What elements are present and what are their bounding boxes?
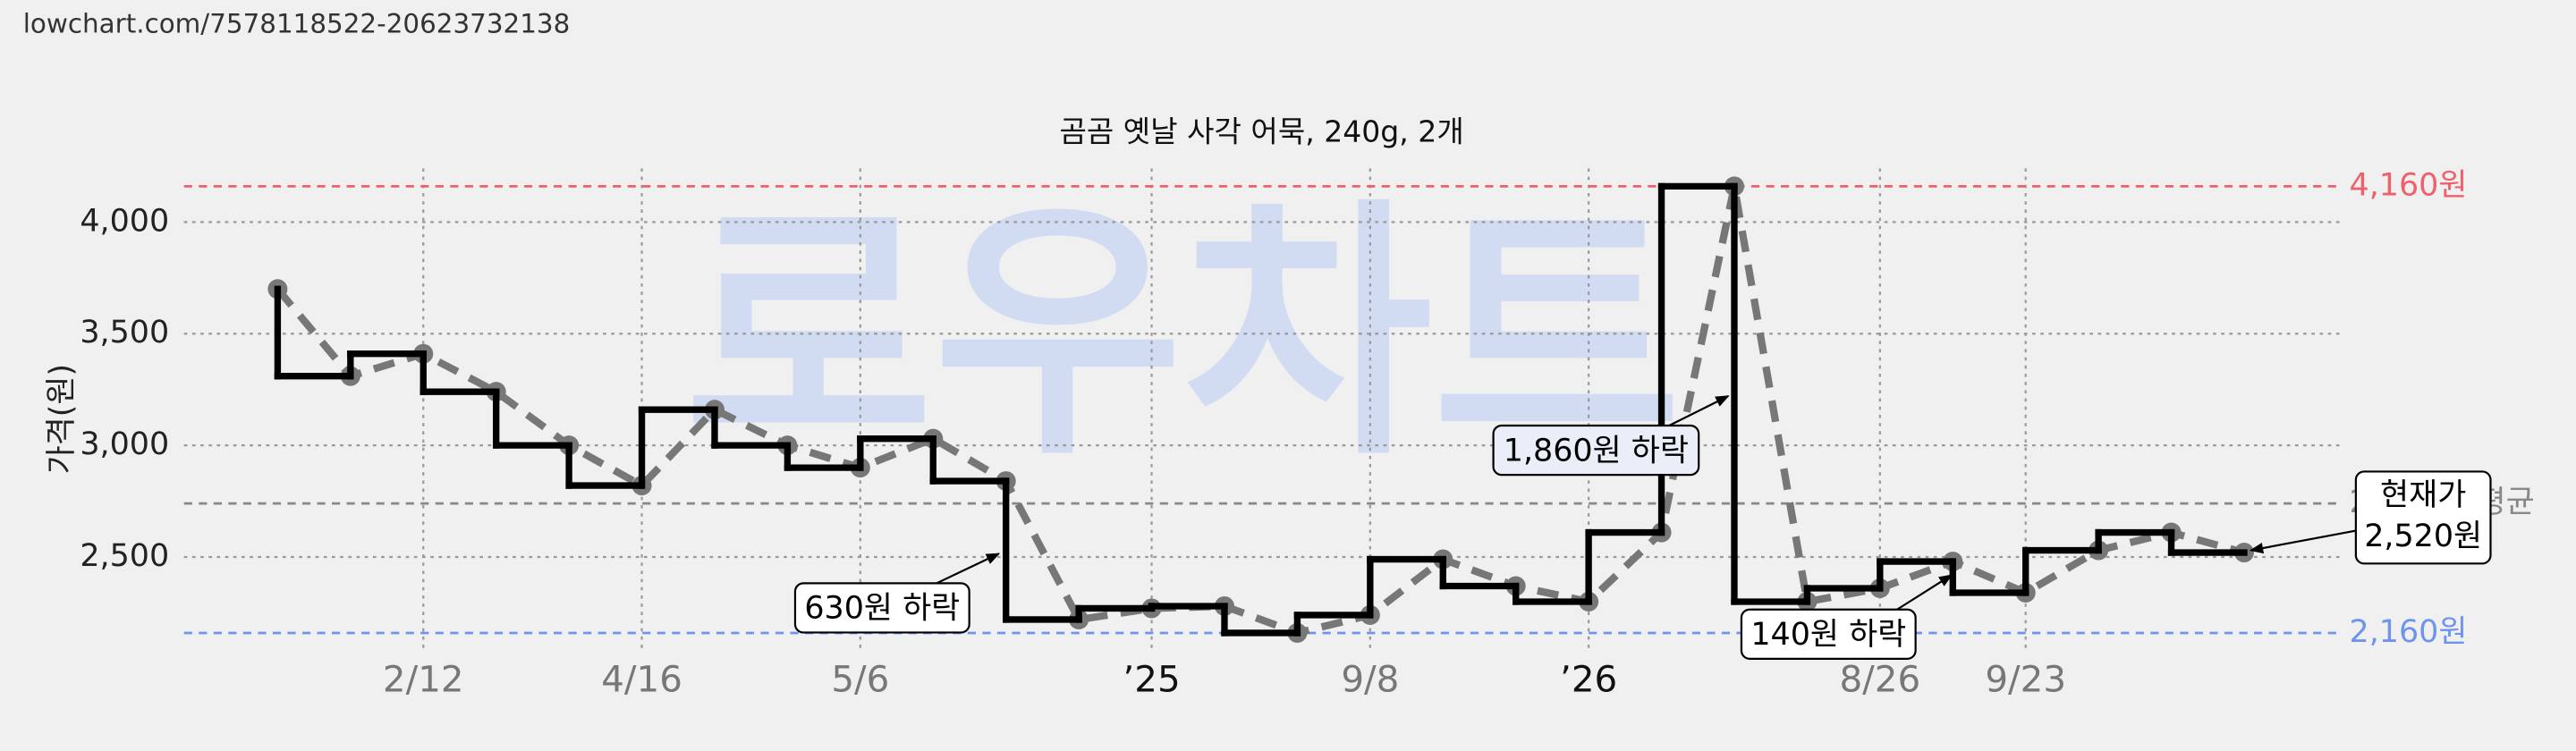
annotation-box (1740, 608, 1917, 660)
reference-label: 4,160원 (2350, 167, 2468, 203)
annotation-arrow (932, 553, 1001, 586)
current-price-text: 현재가 (2380, 477, 2466, 513)
x-tick-label: 4/16 (601, 658, 682, 701)
x-tick-label: ’26 (1560, 658, 1617, 701)
annotation-text: 630원 하락 (804, 591, 960, 627)
annotation-text: 140원 하락 (1750, 617, 1906, 653)
y-tick-label: 4,000 (80, 203, 169, 239)
x-tick-label: 9/8 (1341, 658, 1399, 701)
x-tick-label: 2/12 (383, 658, 464, 701)
annotation-arrow (2249, 529, 2357, 554)
y-tick-label: 3,500 (80, 315, 169, 350)
y-tick-label: 2,500 (80, 538, 169, 574)
y-tick-label: 3,000 (80, 426, 169, 462)
x-tick-label: 9/23 (1985, 658, 2066, 701)
chart-title: 곰곰 옛날 사각 어묵, 240g, 2개 (1059, 114, 1463, 149)
annotation-box (793, 582, 970, 634)
reference-label: 2,160원 (2350, 614, 2468, 650)
x-tick-label: ’25 (1123, 658, 1180, 701)
current-price-box (2354, 470, 2492, 565)
trend-line (275, 185, 2246, 637)
annotation-box (1492, 424, 1700, 477)
current-price-text: 2,520원 (2364, 519, 2482, 554)
x-tick-label: 5/6 (831, 658, 889, 701)
annotation-arrow (1888, 574, 1953, 616)
x-tick-label: 8/26 (1839, 658, 1920, 701)
url: lowchart.com/7578118522-20623732138 (23, 8, 571, 38)
y-axis-label: 가격(원) (44, 364, 80, 474)
annotation-text: 1,860원 하락 (1504, 433, 1689, 468)
